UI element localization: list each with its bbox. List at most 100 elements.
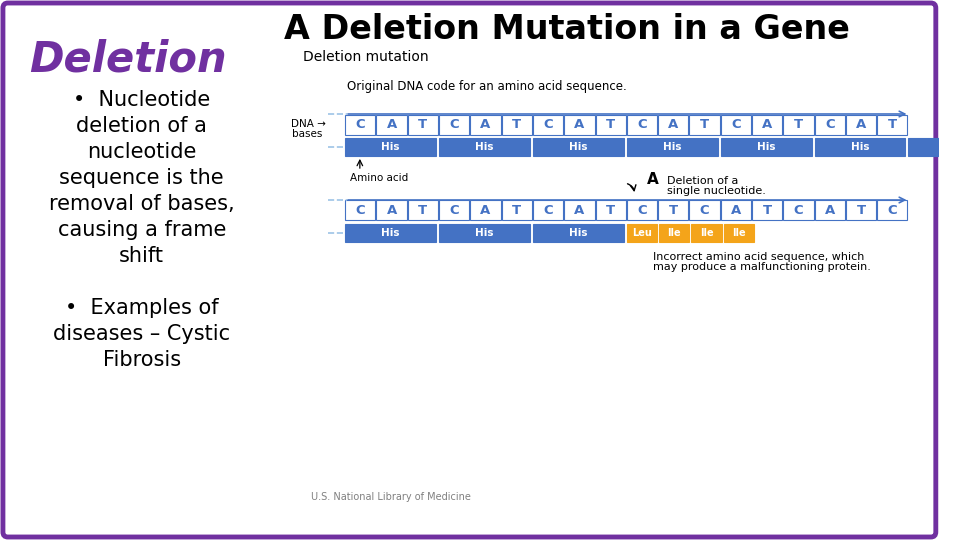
Text: •  Nucleotide: • Nucleotide: [73, 90, 210, 110]
Text: C: C: [794, 204, 804, 217]
Text: T: T: [606, 204, 615, 217]
Text: His: His: [475, 228, 493, 238]
Text: C: C: [355, 118, 365, 132]
Text: single nucleotide.: single nucleotide.: [667, 186, 766, 196]
Text: Leu: Leu: [632, 228, 652, 238]
FancyBboxPatch shape: [502, 200, 532, 220]
Text: A: A: [480, 118, 491, 132]
Text: Original DNA code for an amino acid sequence.: Original DNA code for an amino acid sequ…: [348, 80, 627, 93]
Text: diseases – Cystic: diseases – Cystic: [53, 324, 230, 344]
Text: •  Examples of: • Examples of: [65, 298, 219, 318]
FancyBboxPatch shape: [627, 224, 657, 242]
Text: C: C: [449, 204, 459, 217]
Text: DNA →: DNA →: [291, 119, 325, 129]
FancyBboxPatch shape: [721, 138, 811, 156]
Text: T: T: [794, 118, 803, 132]
Text: Deletion mutation: Deletion mutation: [303, 50, 429, 64]
FancyBboxPatch shape: [689, 200, 720, 220]
Text: His: His: [381, 228, 400, 238]
FancyBboxPatch shape: [814, 200, 845, 220]
FancyBboxPatch shape: [783, 115, 813, 135]
Text: Ile: Ile: [700, 228, 713, 238]
FancyBboxPatch shape: [627, 200, 657, 220]
FancyBboxPatch shape: [533, 138, 624, 156]
Text: A: A: [856, 118, 866, 132]
FancyBboxPatch shape: [346, 200, 375, 220]
Text: T: T: [888, 118, 897, 132]
FancyBboxPatch shape: [752, 200, 782, 220]
Text: A: A: [825, 204, 835, 217]
Text: removal of bases,: removal of bases,: [49, 194, 234, 214]
FancyBboxPatch shape: [346, 115, 375, 135]
Text: U.S. National Library of Medicine: U.S. National Library of Medicine: [311, 492, 470, 502]
Text: Amino acid: Amino acid: [350, 173, 408, 183]
Text: Deletion of a: Deletion of a: [667, 176, 738, 186]
Text: A: A: [387, 204, 396, 217]
Text: A: A: [731, 204, 741, 217]
FancyBboxPatch shape: [595, 200, 626, 220]
FancyBboxPatch shape: [564, 115, 594, 135]
Text: T: T: [419, 204, 427, 217]
FancyBboxPatch shape: [814, 138, 905, 156]
Text: His: His: [475, 142, 493, 152]
FancyBboxPatch shape: [439, 115, 469, 135]
Text: His: His: [945, 142, 960, 152]
Text: Incorrect amino acid sequence, which: Incorrect amino acid sequence, which: [653, 252, 865, 262]
FancyBboxPatch shape: [814, 115, 845, 135]
FancyBboxPatch shape: [846, 115, 876, 135]
Text: Fibrosis: Fibrosis: [103, 350, 180, 370]
FancyBboxPatch shape: [408, 200, 438, 220]
Text: C: C: [637, 118, 647, 132]
FancyBboxPatch shape: [346, 138, 436, 156]
FancyBboxPatch shape: [376, 200, 407, 220]
Text: T: T: [700, 118, 709, 132]
FancyBboxPatch shape: [627, 138, 718, 156]
Text: Ile: Ile: [667, 228, 681, 238]
Text: shift: shift: [119, 246, 164, 266]
Text: C: C: [355, 204, 365, 217]
Text: A Deletion Mutation in a Gene: A Deletion Mutation in a Gene: [284, 13, 851, 46]
FancyBboxPatch shape: [564, 200, 594, 220]
FancyBboxPatch shape: [846, 200, 876, 220]
Text: His: His: [851, 142, 869, 152]
Text: A: A: [647, 172, 660, 187]
Text: T: T: [419, 118, 427, 132]
Text: C: C: [731, 118, 741, 132]
FancyBboxPatch shape: [721, 115, 751, 135]
Text: Ile: Ile: [732, 228, 746, 238]
FancyBboxPatch shape: [691, 224, 722, 242]
Text: A: A: [668, 118, 679, 132]
Text: deletion of a: deletion of a: [77, 116, 207, 136]
Text: A: A: [762, 118, 772, 132]
FancyBboxPatch shape: [439, 138, 530, 156]
Text: T: T: [856, 204, 866, 217]
FancyBboxPatch shape: [595, 115, 626, 135]
Text: C: C: [637, 204, 647, 217]
FancyBboxPatch shape: [502, 115, 532, 135]
FancyBboxPatch shape: [376, 115, 407, 135]
FancyBboxPatch shape: [660, 224, 689, 242]
FancyBboxPatch shape: [533, 224, 624, 242]
Text: A: A: [480, 204, 491, 217]
FancyBboxPatch shape: [752, 115, 782, 135]
FancyBboxPatch shape: [877, 115, 907, 135]
FancyBboxPatch shape: [877, 200, 907, 220]
Text: A: A: [574, 118, 585, 132]
Text: His: His: [756, 142, 776, 152]
Text: T: T: [513, 204, 521, 217]
Text: T: T: [669, 204, 678, 217]
Text: A: A: [387, 118, 396, 132]
Text: T: T: [513, 118, 521, 132]
Text: nucleotide: nucleotide: [87, 142, 197, 162]
Text: His: His: [569, 228, 588, 238]
Text: Deletion: Deletion: [30, 38, 227, 80]
FancyBboxPatch shape: [724, 224, 754, 242]
FancyBboxPatch shape: [783, 200, 813, 220]
FancyBboxPatch shape: [470, 200, 501, 220]
FancyBboxPatch shape: [659, 200, 688, 220]
FancyBboxPatch shape: [533, 115, 564, 135]
Text: His: His: [663, 142, 682, 152]
FancyBboxPatch shape: [3, 3, 936, 537]
Text: A: A: [574, 204, 585, 217]
FancyBboxPatch shape: [627, 115, 657, 135]
